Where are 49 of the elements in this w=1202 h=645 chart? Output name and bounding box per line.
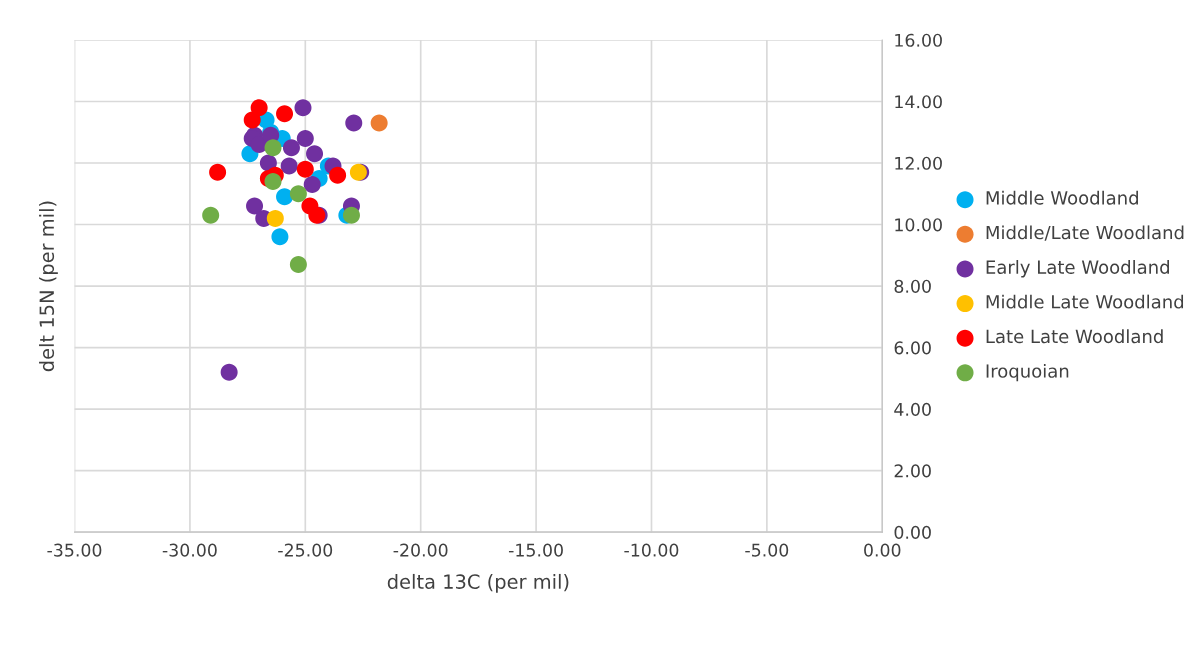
point — [276, 188, 294, 206]
point — [209, 163, 227, 181]
y-tick-label: 6.00 — [894, 341, 931, 355]
x-tick-label: -5.00 — [745, 543, 789, 557]
point — [303, 176, 321, 194]
y-tick-label: 10.00 — [895, 218, 942, 232]
point — [296, 129, 314, 147]
x-tick-label: -15.00 — [508, 543, 563, 557]
x-tick-label: 0.00 — [864, 543, 901, 557]
legend-label: Early Late Woodland — [986, 260, 1169, 278]
x-axis-title: delta 13C (per mil) — [387, 573, 569, 593]
legend-label: Middle Woodland — [986, 190, 1138, 205]
point — [243, 111, 261, 129]
point — [246, 197, 264, 215]
x-tick-label: -35.00 — [47, 543, 102, 557]
y-tick-label: 4.00 — [894, 402, 931, 416]
y-tick-label: 8.00 — [894, 279, 931, 293]
point — [345, 114, 363, 132]
x-tick-label: -25.00 — [278, 543, 333, 557]
point — [264, 139, 282, 157]
legend-label: Middle/Late Woodland — [986, 225, 1184, 241]
legend-label: Iroquoian — [986, 363, 1069, 382]
point — [294, 99, 312, 117]
point — [329, 166, 347, 184]
point — [282, 139, 300, 157]
point — [266, 209, 284, 227]
point — [264, 172, 282, 190]
x-tick-label: -20.00 — [393, 543, 448, 557]
point — [289, 185, 307, 203]
point — [220, 363, 238, 381]
y-tick-label: 12.00 — [895, 156, 942, 170]
point — [202, 206, 220, 224]
y-tick-label: 2.00 — [894, 464, 931, 478]
point — [306, 145, 324, 163]
x-tick-label: -30.00 — [162, 543, 217, 557]
y-tick-label: 14.00 — [895, 95, 942, 109]
y-tick-label: 16.00 — [895, 33, 942, 47]
point — [370, 114, 388, 132]
point — [280, 157, 298, 175]
legend-label: Middle Late Woodland — [986, 294, 1184, 309]
point — [271, 228, 289, 246]
point — [296, 160, 314, 178]
point — [289, 256, 307, 274]
y-axis-title: delt 15N (per mil) — [39, 201, 58, 372]
legend-label: Late Late Woodland — [986, 329, 1163, 344]
y-tick-label: 0.00 — [894, 525, 931, 539]
point — [276, 105, 294, 123]
point — [342, 206, 360, 224]
x-tick-label: -10.00 — [624, 543, 679, 557]
